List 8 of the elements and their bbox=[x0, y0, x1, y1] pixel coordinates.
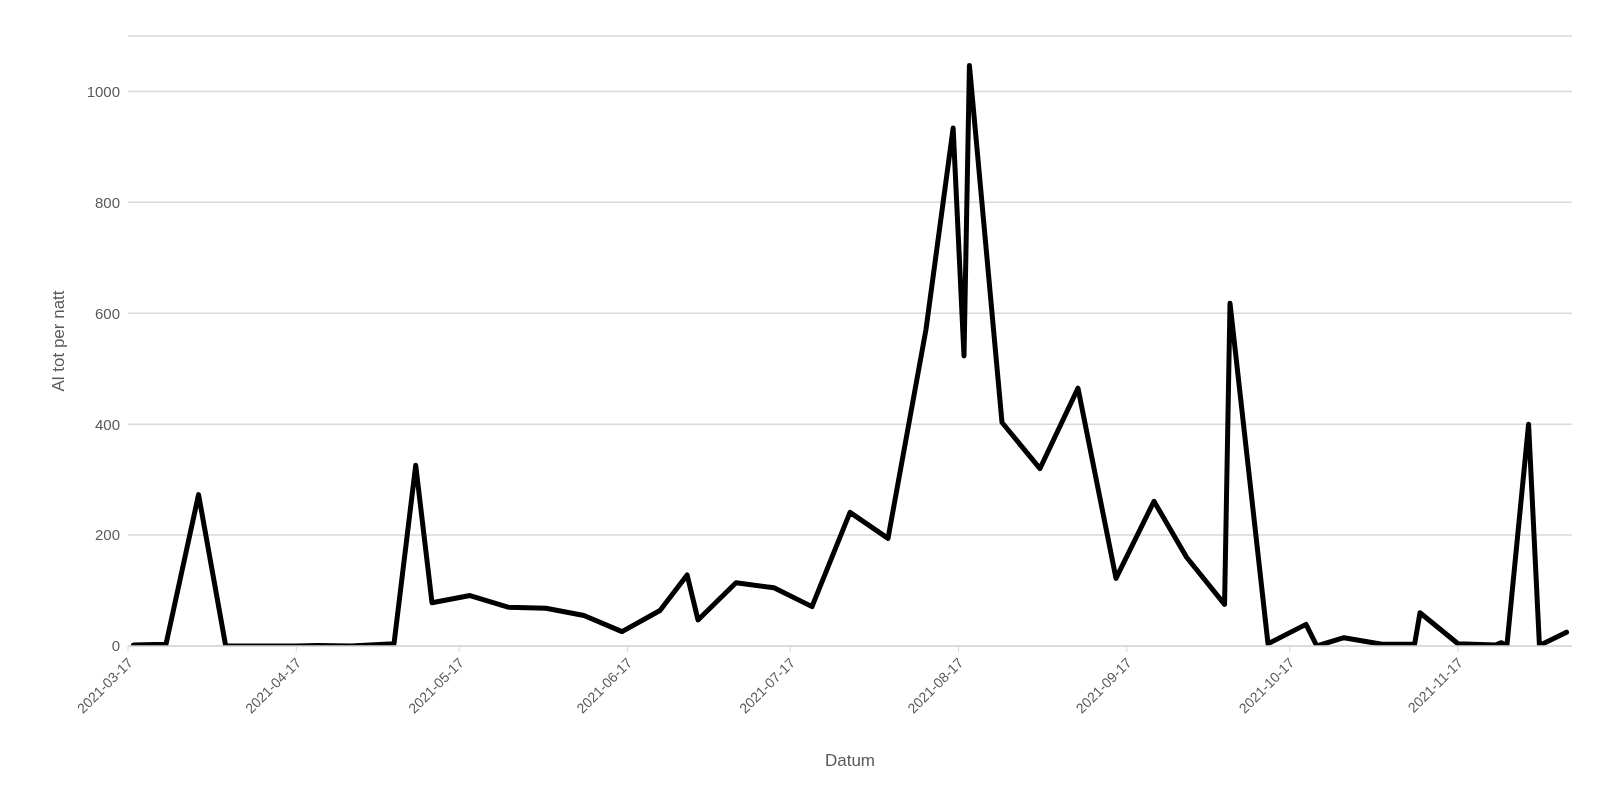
y-tick-label: 400 bbox=[94, 415, 120, 433]
y-tick-label: 1000 bbox=[86, 82, 120, 100]
y-tick-label: 200 bbox=[94, 526, 120, 544]
x-axis-title: Datum bbox=[824, 751, 876, 770]
y-tick-label: 0 bbox=[111, 637, 120, 655]
y-axis-title: Al tot per natt bbox=[49, 290, 69, 392]
y-tick-label: 600 bbox=[94, 304, 120, 322]
y-tick-label: 800 bbox=[94, 193, 120, 211]
